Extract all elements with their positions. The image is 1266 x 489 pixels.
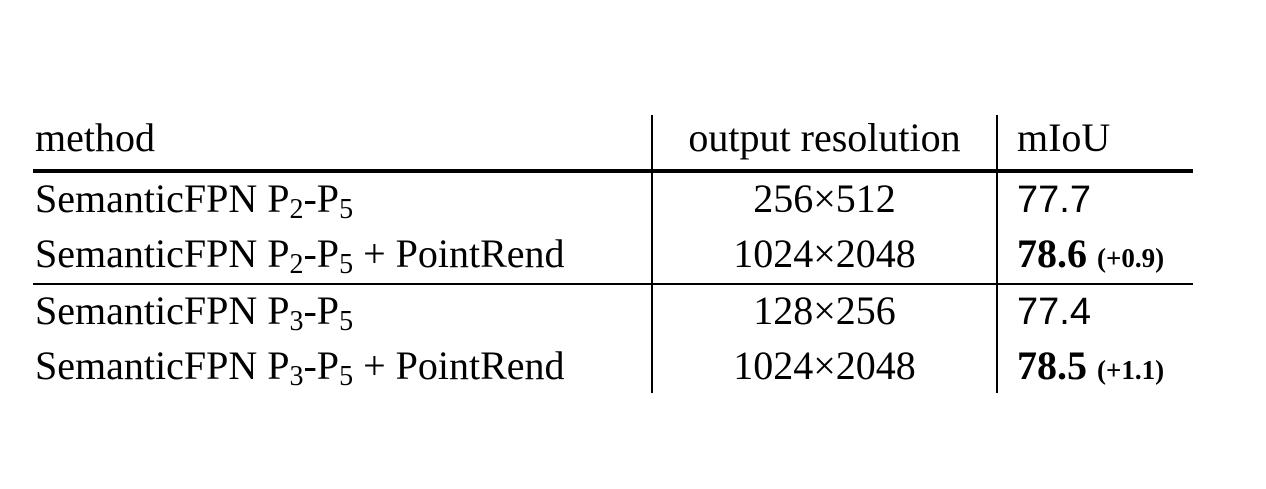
method-text: SemanticFPN P	[35, 343, 290, 388]
header-rule	[33, 169, 1193, 173]
method-suffix: + PointRend	[353, 231, 565, 276]
method-text: -P	[303, 343, 340, 388]
miou-value: 77.4	[1017, 291, 1091, 333]
method-text: SemanticFPN P	[35, 176, 290, 221]
method-text: -P	[303, 231, 340, 276]
subscript: 5	[339, 361, 354, 392]
method-cell: SemanticFPN P2-P5 + PointRend	[35, 230, 565, 280]
subscript: 5	[339, 249, 354, 280]
method-text: SemanticFPN P	[35, 231, 290, 276]
header-method: method	[35, 115, 155, 160]
miou-gain: (+1.1)	[1097, 355, 1165, 385]
method-text: -P	[303, 288, 340, 333]
subscript: 2	[289, 249, 304, 280]
vertical-rule-2	[996, 115, 998, 393]
vertical-rule-1	[651, 115, 653, 393]
method-cell: SemanticFPN P3-P5 + PointRend	[35, 342, 565, 392]
method-cell: SemanticFPN P2-P5	[35, 175, 354, 225]
subscript: 5	[339, 194, 354, 225]
method-cell: SemanticFPN P3-P5	[35, 287, 354, 337]
header-output-resolution: output resolution	[688, 115, 961, 160]
subscript: 2	[289, 194, 304, 225]
resolution-cell: 1024×2048	[733, 343, 916, 388]
subscript: 3	[289, 306, 304, 337]
miou-cell: 78.5 (+1.1)	[1017, 342, 1164, 394]
resolution-cell: 128×256	[753, 288, 896, 333]
subscript: 5	[339, 306, 354, 337]
miou-value: 78.5	[1017, 343, 1087, 388]
miou-gain: (+0.9)	[1097, 243, 1165, 273]
miou-value: 77.7	[1017, 179, 1091, 221]
group-rule	[33, 283, 1193, 285]
header-miou: mIoU	[1017, 115, 1111, 160]
miou-value: 78.6	[1017, 231, 1087, 276]
resolution-cell: 1024×2048	[733, 231, 916, 276]
subscript: 3	[289, 361, 304, 392]
miou-cell: 78.6 (+0.9)	[1017, 230, 1164, 282]
resolution-cell: 256×512	[753, 176, 896, 221]
miou-cell: 77.7	[1017, 175, 1091, 224]
method-text: -P	[303, 176, 340, 221]
method-text: SemanticFPN P	[35, 288, 290, 333]
miou-cell: 77.4	[1017, 287, 1091, 336]
method-suffix: + PointRend	[353, 343, 565, 388]
